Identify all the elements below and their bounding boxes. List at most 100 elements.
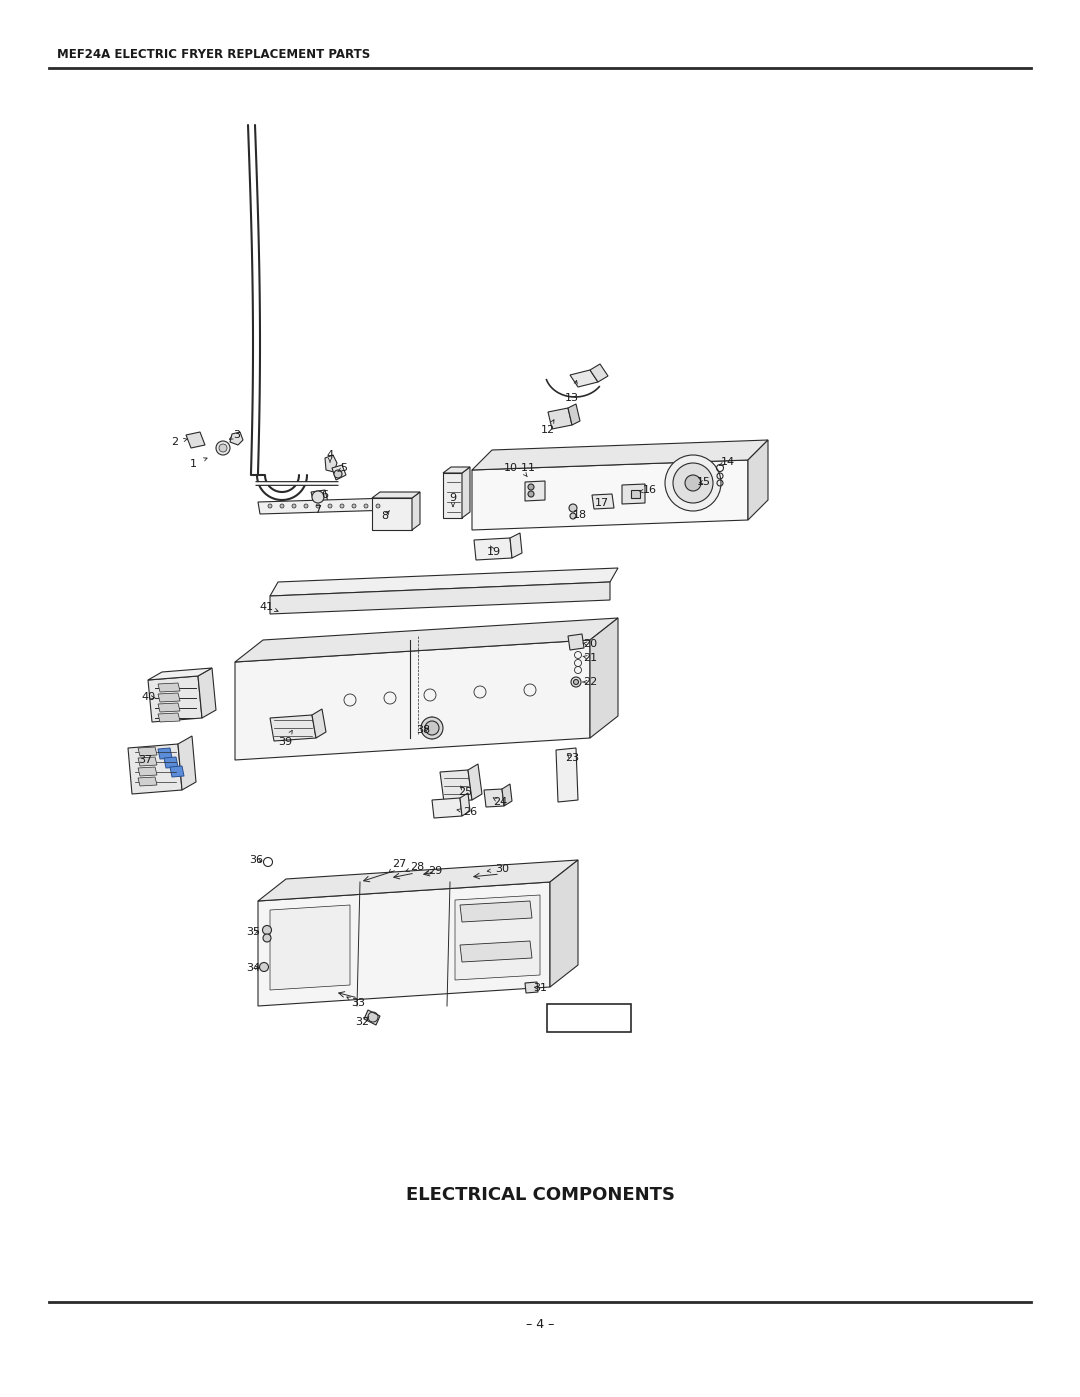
Text: 2: 2 [172,437,178,447]
Text: 3: 3 [233,430,241,440]
Polygon shape [312,710,326,738]
Text: 9: 9 [449,493,457,503]
Text: 1: 1 [189,460,197,469]
Polygon shape [198,668,216,718]
Polygon shape [472,440,768,469]
Polygon shape [556,747,578,802]
Polygon shape [158,683,180,692]
Polygon shape [443,467,470,474]
Text: 5: 5 [340,462,348,474]
Circle shape [352,504,356,509]
Text: 28: 28 [410,862,424,872]
Text: 13: 13 [565,393,579,402]
Polygon shape [411,492,420,529]
Polygon shape [170,766,184,777]
Polygon shape [258,497,392,514]
Polygon shape [158,712,180,722]
Circle shape [262,925,271,935]
Text: 29: 29 [428,866,442,876]
Polygon shape [502,784,512,806]
Text: 14: 14 [721,457,735,467]
Polygon shape [748,440,768,520]
Polygon shape [164,757,178,768]
Circle shape [573,679,579,685]
Text: 27: 27 [392,859,406,869]
Polygon shape [158,693,180,703]
Polygon shape [460,942,532,963]
Text: 19: 19 [487,548,501,557]
Circle shape [665,455,721,511]
Polygon shape [270,583,610,615]
Text: 7: 7 [314,504,322,515]
Polygon shape [270,905,350,990]
Polygon shape [332,465,346,481]
Text: 35: 35 [246,928,260,937]
Polygon shape [590,365,608,381]
Polygon shape [622,483,645,504]
Text: 38: 38 [416,725,430,735]
Polygon shape [138,777,157,787]
Polygon shape [510,534,522,557]
Circle shape [264,935,271,942]
Polygon shape [474,538,512,560]
Text: – 4 –: – 4 – [526,1319,554,1331]
Polygon shape [548,408,572,429]
Text: 33: 33 [351,997,365,1009]
Polygon shape [186,432,205,448]
Polygon shape [148,676,202,722]
Polygon shape [364,1010,380,1025]
Circle shape [685,475,701,490]
Polygon shape [235,617,618,662]
Text: 39: 39 [278,738,292,747]
Text: 17: 17 [595,497,609,509]
Polygon shape [372,497,411,529]
Circle shape [340,504,345,509]
Polygon shape [129,745,183,793]
Circle shape [570,513,576,520]
Circle shape [571,678,581,687]
Circle shape [303,504,308,509]
Text: MEF24A ELECTRIC FRYER REPLACEMENT PARTS: MEF24A ELECTRIC FRYER REPLACEMENT PARTS [57,49,370,61]
Polygon shape [270,569,618,597]
Polygon shape [138,767,157,775]
Text: ELECTRICAL COMPONENTS: ELECTRICAL COMPONENTS [405,1186,675,1204]
Circle shape [259,963,269,971]
Text: 12: 12 [541,425,555,434]
Text: 16: 16 [643,485,657,495]
Polygon shape [568,404,580,425]
Polygon shape [455,895,540,981]
Circle shape [216,441,230,455]
Text: 32: 32 [355,1017,369,1027]
Polygon shape [631,490,640,497]
Polygon shape [178,736,195,789]
Text: 23: 23 [565,753,579,763]
Polygon shape [138,747,157,756]
Polygon shape [235,640,590,760]
Circle shape [312,490,324,503]
Polygon shape [590,617,618,738]
Polygon shape [138,757,157,766]
Polygon shape [468,764,482,800]
Polygon shape [592,495,615,509]
Circle shape [421,717,443,739]
Text: 4: 4 [326,450,334,460]
Circle shape [426,721,438,735]
Polygon shape [148,668,212,680]
Polygon shape [472,460,748,529]
FancyBboxPatch shape [546,1004,631,1032]
Circle shape [376,504,380,509]
Text: PL-52123: PL-52123 [562,1011,617,1024]
Text: 26: 26 [463,807,477,817]
Polygon shape [460,793,470,816]
Polygon shape [270,715,316,740]
Polygon shape [440,770,472,802]
Circle shape [569,504,577,511]
Text: 8: 8 [381,511,389,521]
Text: 41: 41 [260,602,274,612]
Polygon shape [230,432,243,446]
Polygon shape [484,789,504,807]
Circle shape [364,504,368,509]
Text: 37: 37 [138,754,152,766]
Circle shape [268,504,272,509]
Polygon shape [158,747,172,759]
